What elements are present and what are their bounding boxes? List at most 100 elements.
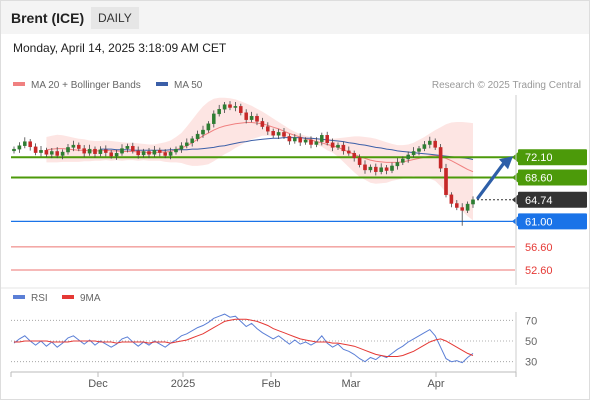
- candle-body: [428, 140, 432, 145]
- candle-body: [141, 151, 146, 156]
- candle: [384, 165, 389, 175]
- level-label-box: [518, 149, 587, 166]
- candle-body: [336, 144, 340, 148]
- level-label-1: 68.60: [512, 169, 587, 186]
- candle: [141, 148, 146, 158]
- rsi-ma-line: [14, 318, 474, 357]
- candle-body: [98, 149, 103, 154]
- candle-body: [374, 166, 378, 172]
- candle-body: [379, 167, 384, 172]
- candle: [217, 104, 222, 117]
- candle-body: [260, 121, 265, 127]
- candle: [320, 132, 324, 146]
- candle: [82, 145, 86, 157]
- candle: [374, 163, 378, 176]
- candle-body: [417, 148, 421, 152]
- candle-body: [130, 146, 135, 152]
- candle: [206, 121, 211, 133]
- candle: [465, 201, 470, 214]
- candle-body: [201, 129, 205, 135]
- candle-body: [255, 115, 259, 122]
- candle: [130, 142, 135, 154]
- candle: [190, 136, 195, 147]
- candle: [109, 150, 113, 159]
- candle-body: [266, 126, 270, 132]
- candle: [12, 146, 16, 154]
- candle: [157, 147, 162, 157]
- candle-body: [282, 132, 286, 137]
- candle-body: [357, 157, 362, 165]
- candle-body: [174, 148, 178, 153]
- candle-body: [287, 136, 292, 142]
- instrument-title: Brent (ICE): [11, 10, 85, 26]
- rsi-swatch-icon: [13, 295, 25, 300]
- candle: [298, 133, 303, 146]
- candle: [55, 147, 59, 159]
- candle-body: [455, 203, 459, 208]
- candle: [238, 103, 243, 116]
- candle: [314, 137, 319, 148]
- 9ma-legend-label: 9MA: [80, 293, 101, 304]
- candle: [66, 143, 70, 155]
- level-label-text: 68.60: [525, 172, 553, 184]
- candle-body: [60, 151, 65, 156]
- candle: [147, 147, 151, 159]
- candle: [352, 150, 357, 162]
- candle-body: [352, 152, 357, 159]
- candle: [201, 125, 205, 138]
- candle: [195, 130, 200, 142]
- candle-body: [471, 199, 475, 205]
- candle: [336, 142, 340, 151]
- candle-body: [444, 168, 448, 196]
- candle-body: [12, 148, 16, 152]
- time-tick-Mar: Mar: [342, 378, 361, 390]
- candle: [76, 142, 81, 152]
- candle-body: [449, 194, 454, 204]
- candle: [471, 196, 475, 208]
- candle: [39, 145, 43, 157]
- candle-body: [190, 138, 195, 143]
- candle-body: [395, 162, 400, 167]
- candle-body: [195, 133, 200, 139]
- period-badge[interactable]: DAILY: [91, 7, 139, 29]
- candle: [222, 102, 227, 114]
- candle-body: [460, 207, 465, 211]
- candle-body: [228, 104, 232, 108]
- candle-body: [163, 152, 168, 156]
- candle: [455, 200, 459, 211]
- candle-body: [276, 132, 281, 136]
- candle: [357, 154, 362, 168]
- ma50-swatch-icon: [156, 82, 168, 87]
- candle-body: [249, 115, 254, 120]
- time-tick-Feb: Feb: [262, 378, 281, 390]
- candle-body: [23, 141, 27, 146]
- candle-body: [157, 150, 162, 153]
- rsi-tick-50: 50: [525, 336, 537, 348]
- candle: [438, 143, 443, 172]
- ma50-legend-label: MA 50: [174, 80, 203, 91]
- candle: [330, 138, 335, 152]
- candle: [23, 137, 27, 149]
- candle: [411, 147, 416, 158]
- candle-body: [33, 146, 38, 153]
- candle-body: [233, 106, 238, 108]
- candle: [136, 146, 141, 159]
- forecast-arrow-shaft: [476, 162, 505, 200]
- time-tick-2025: 2025: [171, 378, 195, 390]
- candle-body: [303, 139, 308, 143]
- ma50-line: [100, 137, 474, 160]
- candle-body: [293, 137, 297, 142]
- candle-body: [438, 147, 443, 169]
- candle: [168, 147, 173, 160]
- candle-body: [320, 135, 324, 142]
- price-legend-ma50: MA 50: [156, 80, 202, 91]
- candle: [103, 145, 108, 157]
- candle: [211, 110, 216, 128]
- price-legend-ma20: MA 20 + Bollinger Bands: [13, 80, 141, 91]
- candle-body: [152, 150, 157, 155]
- candle-body: [390, 165, 394, 171]
- candle: [60, 149, 65, 160]
- candle: [44, 147, 49, 157]
- datetime-label: Monday, April 14, 2025 3:18:09 AM CET: [13, 41, 227, 55]
